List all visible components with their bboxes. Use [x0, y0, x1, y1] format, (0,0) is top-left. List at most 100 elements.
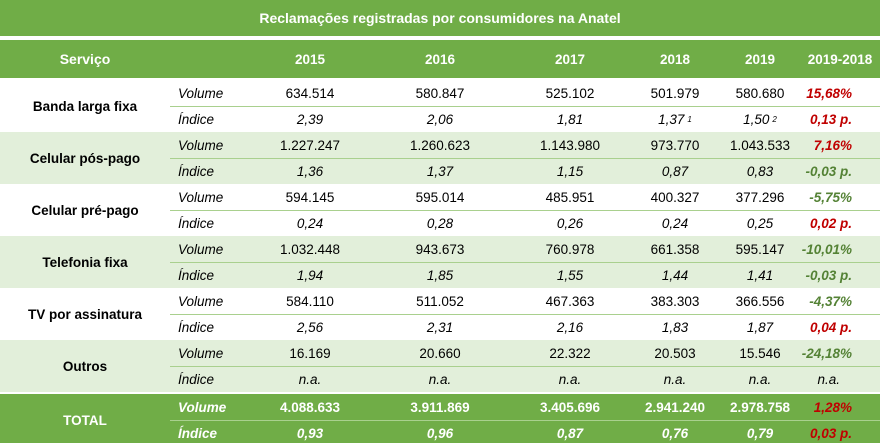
volume-change: -10,01% — [801, 242, 852, 257]
volume-label: Volume — [178, 190, 224, 205]
index-value: n.a. — [748, 372, 772, 387]
service-cell: Outros — [0, 340, 170, 392]
index-value: 0,87 — [661, 164, 689, 179]
volume-2016: 595.014 — [415, 190, 465, 205]
volume-2016: 943.673 — [415, 242, 465, 257]
index-2017: 1,81 — [510, 107, 630, 132]
volume-2016: 3.911.869 — [410, 400, 470, 415]
index-row: Índice 2,56 2,31 2,16 1,83 1,87 0,04 p. — [170, 314, 880, 340]
service-group: Telefonia fixa Volume 1.032.448 943.673 760.… — [0, 236, 880, 288]
volume-2019: 15.546 — [739, 346, 781, 361]
service-group: Celular pós-pago Volume 1.227.247 1.260.623… — [0, 132, 880, 184]
index-value: n.a. — [298, 372, 322, 387]
volume-2017: 22.322 — [549, 346, 591, 361]
volume-2018: 2.941.240 — [644, 400, 706, 415]
volume-2018: 383.303 — [650, 294, 700, 309]
volume-2017: 3.405.696 — [539, 400, 601, 415]
volume-label: Volume — [178, 400, 227, 415]
service-name: Telefonia fixa — [42, 254, 128, 270]
index-value: 0,25 — [746, 216, 774, 231]
volume-row: Volume 1.032.448 943.673 760.978 661.358 595.… — [170, 237, 880, 262]
index-label: Índice — [178, 372, 215, 387]
index-value: 1,36 — [296, 164, 324, 179]
index-value: 0,96 — [426, 426, 454, 441]
index-change: 0,03 p. — [809, 426, 852, 441]
index-value: 2,16 — [556, 320, 584, 335]
volume-2015: 584.110 — [286, 294, 334, 309]
index-change: n.a. — [817, 372, 840, 387]
volume-row: Volume 1.227.247 1.260.623 1.143.980 973.770… — [170, 133, 880, 158]
index-value: 1,85 — [426, 268, 454, 283]
index-2015: 1,36 — [250, 159, 370, 184]
index-row: Índice 0,93 0,96 0,87 0,76 0,79 0,03 p. — [170, 420, 880, 446]
index-2019: 0,79 — [720, 421, 800, 446]
index-2019: 1,50 2 — [720, 107, 800, 132]
index-change: -0,03 p. — [805, 268, 852, 283]
index-value: n.a. — [428, 372, 452, 387]
index-2019: 1,87 — [720, 315, 800, 340]
index-2018: n.a. — [630, 367, 720, 392]
index-2019: 0,25 — [720, 211, 800, 236]
index-2016: 2,31 — [370, 315, 510, 340]
index-value: n.a. — [558, 372, 582, 387]
index-label: Índice — [178, 112, 215, 127]
volume-2018: 661.358 — [650, 242, 700, 257]
volume-change: 7,16% — [813, 138, 852, 153]
index-2019: 1,41 — [720, 263, 800, 288]
volume-row: Volume 16.169 20.660 22.322 20.503 15.546 -24,… — [170, 341, 880, 366]
header-2016: 2016 — [424, 51, 456, 67]
volume-change: 1,28% — [813, 400, 852, 415]
index-value: 1,94 — [296, 268, 324, 283]
volume-2019: 366.556 — [735, 294, 785, 309]
index-value: 1,83 — [661, 320, 689, 335]
index-value: 0,79 — [746, 426, 774, 441]
index-value: 0,76 — [661, 426, 689, 441]
volume-2015: 1.227.247 — [279, 138, 341, 153]
index-2018: 1,37 1 — [630, 107, 720, 132]
volume-2019: 580.680 — [735, 86, 785, 101]
index-2015: 2,39 — [250, 107, 370, 132]
index-2016: n.a. — [370, 367, 510, 392]
index-row: Índice n.a. n.a. n.a. n.a. n.a. n.a. — [170, 366, 880, 392]
service-cell: Celular pós-pago — [0, 132, 170, 184]
volume-2018: 400.327 — [650, 190, 700, 205]
volume-2017: 760.978 — [545, 242, 595, 257]
volume-change: -5,75% — [809, 190, 852, 205]
volume-label: Volume — [178, 294, 224, 309]
index-value: 2,39 — [296, 112, 324, 127]
footnote-marker: 2 — [772, 115, 777, 124]
index-2016: 1,85 — [370, 263, 510, 288]
index-row: Índice 0,24 0,28 0,26 0,24 0,25 0,02 p. — [170, 210, 880, 236]
index-2016: 0,96 — [370, 421, 510, 446]
index-2016: 2,06 — [370, 107, 510, 132]
service-name: Celular pré-pago — [31, 202, 139, 218]
index-value: 2,06 — [426, 112, 454, 127]
index-label: Índice — [178, 320, 215, 335]
index-value: 1,15 — [556, 164, 584, 179]
service-group: TV por assinatura Volume 584.110 511.052 467… — [0, 288, 880, 340]
service-group: Outros Volume 16.169 20.660 22.322 20.503 15.5… — [0, 340, 880, 392]
volume-2017: 1.143.980 — [539, 138, 601, 153]
index-value: 1,55 — [556, 268, 584, 283]
volume-row: Volume 4.088.633 3.911.869 3.405.696 2.941.2… — [170, 395, 880, 420]
index-2019: 0,83 — [720, 159, 800, 184]
index-row: Índice 2,39 2,06 1,81 1,37 1 1,50 2 0,13 p. — [170, 106, 880, 132]
index-row: Índice 1,36 1,37 1,15 0,87 0,83 -0,03 p. — [170, 158, 880, 184]
index-value: 0,24 — [296, 216, 324, 231]
volume-2018: 20.503 — [654, 346, 696, 361]
volume-row: Volume 634.514 580.847 525.102 501.979 580.68… — [170, 81, 880, 106]
table-header-row: Serviço 2015 2016 2017 2018 2019 2019-20… — [0, 40, 880, 78]
volume-2018: 501.979 — [650, 86, 700, 101]
volume-row: Volume 594.145 595.014 485.951 400.327 377.29… — [170, 185, 880, 210]
index-2017: n.a. — [510, 367, 630, 392]
index-value: n.a. — [663, 372, 687, 387]
service-cell: Celular pré-pago — [0, 184, 170, 236]
service-cell: Banda larga fixa — [0, 80, 170, 132]
index-value: 1,50 — [743, 112, 770, 127]
index-value: 1,87 — [746, 320, 774, 335]
index-2018: 1,83 — [630, 315, 720, 340]
service-cell: TV por assinatura — [0, 288, 170, 340]
volume-2019: 595.147 — [735, 242, 785, 257]
index-2015: 0,24 — [250, 211, 370, 236]
index-2017: 1,15 — [510, 159, 630, 184]
